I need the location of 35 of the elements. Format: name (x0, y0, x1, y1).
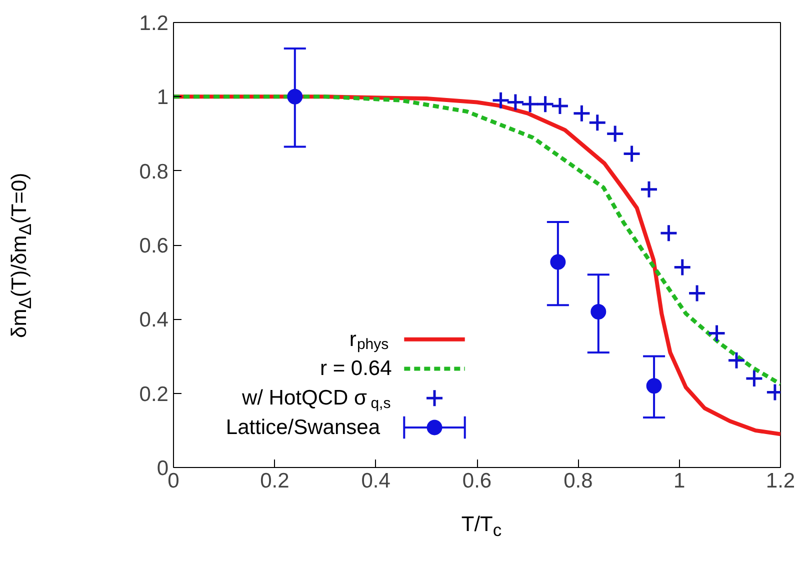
point (536, 94, 555, 114)
point (708, 324, 726, 343)
y-tick-label: 0.6 (139, 234, 169, 258)
point (590, 304, 606, 320)
y-tick-label: 1.2 (139, 12, 169, 35)
point (673, 258, 692, 276)
y-tick-label: 0.2 (139, 382, 169, 406)
point (588, 113, 607, 132)
point (572, 104, 591, 123)
point (520, 94, 540, 114)
x-tick-label: 0.6 (462, 470, 492, 492)
y-tick-label: 0.4 (139, 308, 169, 332)
x-tick-label: 0.4 (361, 470, 391, 492)
x-tick-label: 0.8 (564, 470, 593, 492)
point (287, 88, 303, 104)
point (550, 96, 570, 116)
point (727, 351, 746, 370)
point (659, 224, 678, 242)
x-tick-label: 1.2 (766, 470, 796, 492)
point (688, 284, 706, 302)
point (622, 144, 642, 164)
point (506, 92, 525, 112)
point (640, 180, 658, 199)
point (606, 124, 624, 143)
point (744, 369, 764, 388)
x-tick-label: 1 (673, 470, 686, 492)
y-tick-label: 0.8 (139, 160, 169, 184)
point (550, 254, 566, 270)
x-axis-title: T/T$_{c}$ (461, 512, 502, 542)
point (646, 378, 662, 394)
legend-label: Lattice/Swansea (226, 416, 380, 439)
legend-label: r = 0.64 (320, 357, 392, 380)
point (492, 91, 510, 110)
y-tick-label: 1 (156, 86, 169, 110)
x-tick-label: 0.2 (260, 470, 290, 492)
